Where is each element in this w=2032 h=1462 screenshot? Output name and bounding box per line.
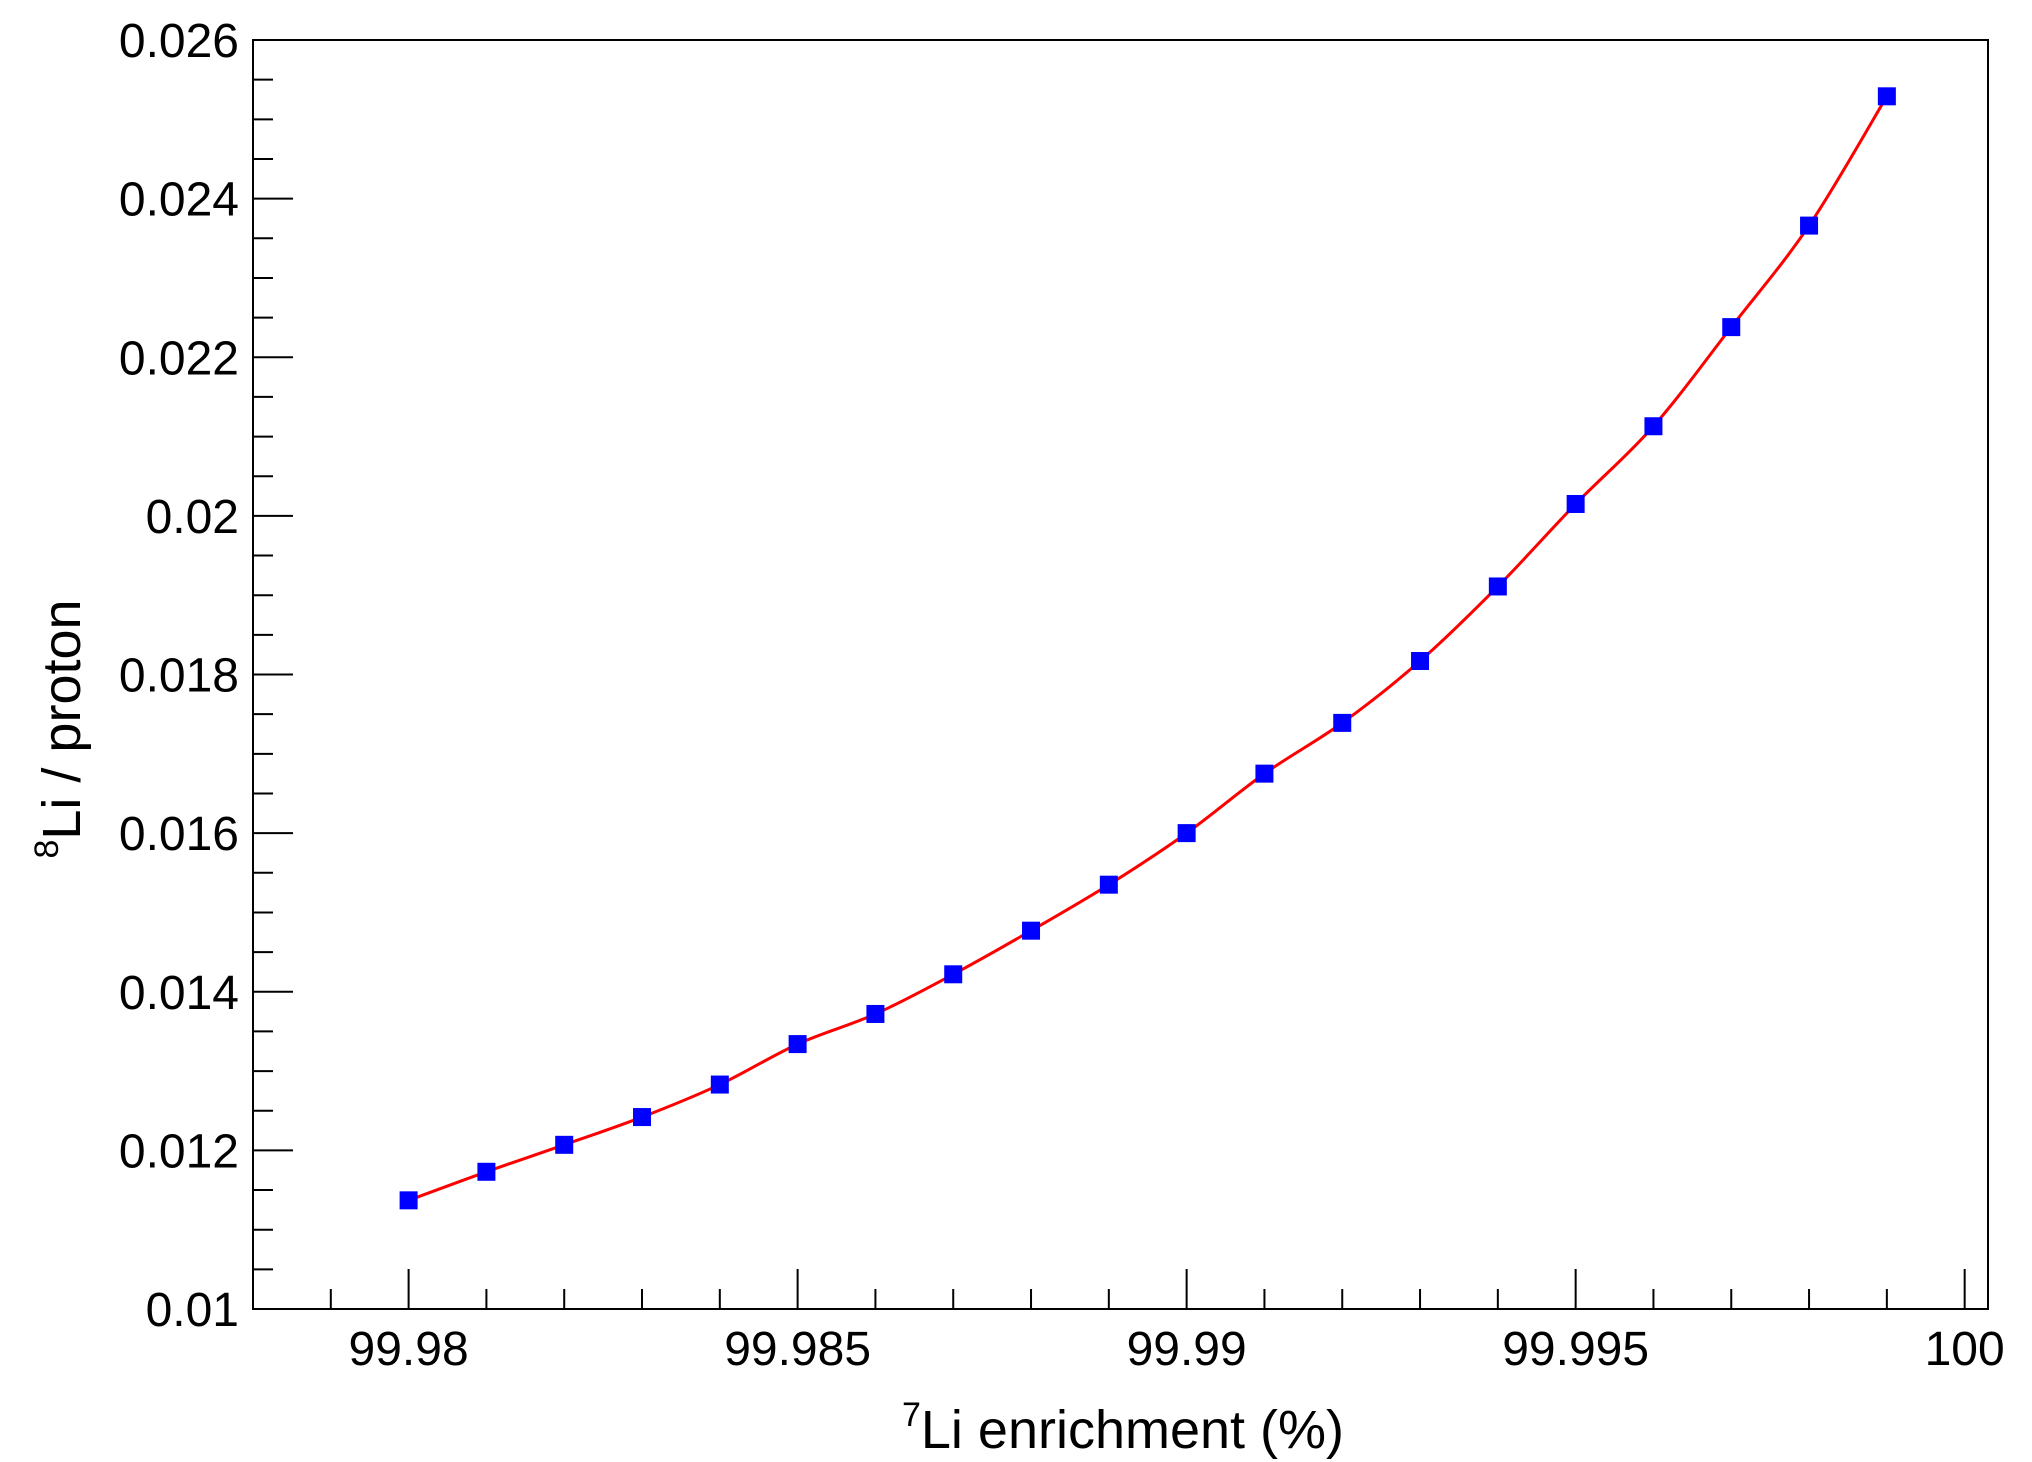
- x-tick-label: 99.995: [1502, 1323, 1649, 1376]
- data-point: [1722, 318, 1741, 337]
- x-axis-title: 7Li enrichment (%): [902, 1396, 1344, 1460]
- data-point: [1566, 494, 1585, 513]
- x-axis-title-text: Li enrichment (%): [921, 1400, 1344, 1460]
- data-point: [788, 1035, 807, 1054]
- y-tick-label: 0.026: [119, 15, 239, 68]
- data-point: [1877, 87, 1896, 106]
- y-tick-label: 0.016: [119, 808, 239, 861]
- x-axis-title-superscript: 7: [902, 1396, 921, 1434]
- y-axis-title-superscript: 8: [28, 840, 66, 859]
- series-curve: [408, 95, 1889, 1202]
- axis-ticks: [252, 39, 1966, 1310]
- data-point: [399, 1191, 418, 1210]
- x-tick-label: 100: [1925, 1323, 2005, 1376]
- data-point: [1800, 216, 1819, 235]
- y-tick-label: 0.012: [119, 1125, 239, 1178]
- tick-labels: 99.98 99.985 99.99 99.995 100 0.01 0.012 0.014 0…: [119, 15, 2005, 1376]
- data-point: [1644, 417, 1663, 436]
- data-point: [1333, 713, 1352, 732]
- y-axis-title: 8Li / proton: [28, 599, 92, 858]
- data-point: [944, 965, 963, 984]
- y-tick-label: 0.018: [119, 650, 239, 703]
- data-point: [1099, 875, 1118, 894]
- y-tick-label: 0.02: [146, 491, 239, 544]
- data-point: [710, 1075, 729, 1094]
- y-tick-label: 0.014: [119, 967, 239, 1020]
- series-line: [408, 95, 1889, 1202]
- data-point: [1488, 577, 1507, 596]
- y-axis-title-text: Li / proton: [32, 599, 92, 839]
- data-point: [1411, 652, 1430, 671]
- plot-frame: [252, 39, 1989, 1310]
- data-point: [1255, 764, 1274, 783]
- data-point: [866, 1004, 885, 1023]
- x-tick-label: 99.985: [724, 1323, 871, 1376]
- series-markers: [399, 87, 1896, 1210]
- data-point: [633, 1108, 652, 1127]
- x-tick-label: 99.99: [1127, 1323, 1247, 1376]
- plot-border: [252, 39, 1989, 1310]
- x-tick-label: 99.98: [349, 1323, 469, 1376]
- data-point: [1177, 824, 1196, 843]
- y-tick-label: 0.022: [119, 332, 239, 385]
- data-point: [477, 1162, 496, 1181]
- data-point: [1022, 921, 1041, 940]
- data-point: [555, 1135, 574, 1154]
- y-tick-label: 0.024: [119, 174, 239, 227]
- y-tick-label: 0.01: [146, 1284, 239, 1337]
